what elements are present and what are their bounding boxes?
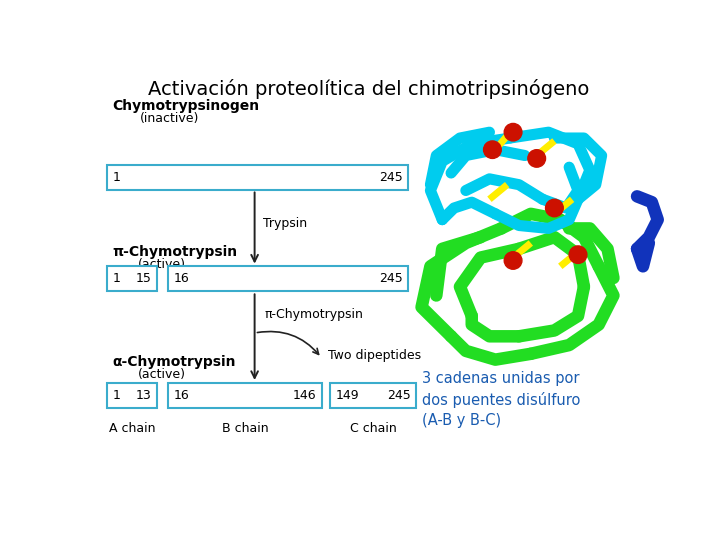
Text: 1: 1: [112, 171, 120, 184]
Text: (active): (active): [138, 368, 186, 381]
Bar: [107, 165, 408, 190]
Text: 245: 245: [387, 389, 411, 402]
Bar: [168, 266, 408, 292]
Text: 15: 15: [135, 273, 151, 286]
Text: 16: 16: [174, 273, 189, 286]
Circle shape: [546, 199, 563, 217]
Text: 16: 16: [174, 389, 189, 402]
Text: 1: 1: [112, 273, 120, 286]
Text: 13: 13: [135, 389, 151, 402]
Bar: [107, 383, 157, 408]
Text: (inactive): (inactive): [140, 112, 199, 125]
Circle shape: [528, 150, 546, 167]
Text: B chain: B chain: [222, 422, 268, 435]
Text: A chain: A chain: [109, 422, 155, 435]
Bar: [107, 266, 157, 292]
Text: 3 cadenas unidas por: 3 cadenas unidas por: [422, 371, 580, 386]
Text: (active): (active): [138, 258, 186, 271]
Text: (A-B y B-C): (A-B y B-C): [422, 413, 501, 428]
Text: 146: 146: [292, 389, 316, 402]
Bar: [330, 383, 416, 408]
Text: Activación proteolítica del chimotripsinógeno: Activación proteolítica del chimotripsin…: [148, 79, 590, 99]
Text: C chain: C chain: [350, 422, 397, 435]
Text: 1: 1: [112, 389, 120, 402]
Text: 149: 149: [336, 389, 359, 402]
Text: α-Chymotrypsin: α-Chymotrypsin: [112, 355, 236, 369]
Circle shape: [504, 252, 522, 269]
Bar: [168, 383, 322, 408]
Circle shape: [569, 246, 587, 264]
Text: 245: 245: [379, 273, 402, 286]
Text: π-Chymotrypsin: π-Chymotrypsin: [112, 245, 238, 259]
Text: π-Chymotrypsin: π-Chymotrypsin: [265, 308, 364, 321]
Text: Trypsin: Trypsin: [263, 217, 307, 231]
Text: dos puentes disúlfuro: dos puentes disúlfuro: [422, 392, 580, 408]
Text: Two dipeptides: Two dipeptides: [328, 349, 421, 362]
Text: 245: 245: [379, 171, 402, 184]
Circle shape: [504, 124, 522, 141]
Circle shape: [484, 141, 501, 158]
Text: Chymotrypsinogen: Chymotrypsinogen: [112, 99, 259, 113]
